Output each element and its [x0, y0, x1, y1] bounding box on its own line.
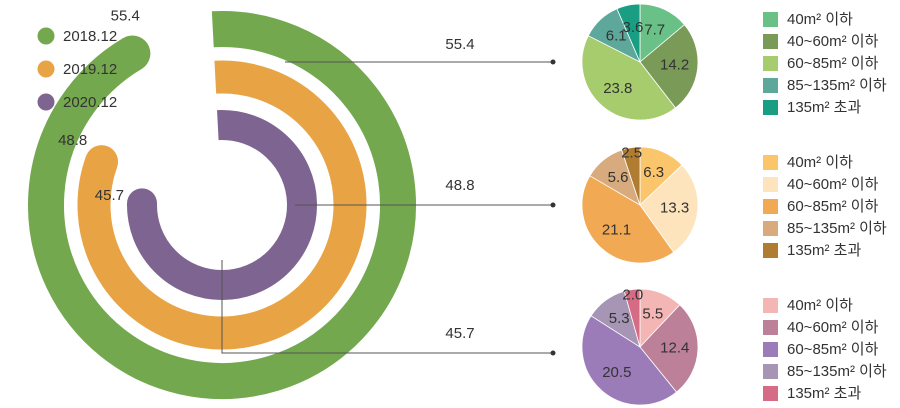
pie-slice: [639, 164, 699, 253]
pie-slice-label: 2.0: [622, 286, 643, 303]
pie-slice-label: 12.4: [660, 339, 689, 356]
pie-legend-swatch: [763, 364, 778, 379]
pie-legend-swatch: [763, 221, 778, 236]
pie-slice-label: 7.7: [644, 21, 665, 38]
radial-bar-2018.12: [28, 11, 416, 399]
pie-slice-label: 6.1: [606, 28, 627, 45]
pie-legend-label: 40m² 이하: [787, 154, 853, 171]
pie-legend-swatch: [763, 243, 778, 258]
pie-legend-swatch: [763, 100, 778, 115]
pie-slice-label: 20.5: [602, 364, 631, 381]
pie-slice: [621, 146, 641, 206]
legend-dot: [37, 27, 55, 45]
pie-legend-swatch: [763, 177, 778, 192]
pie-slice-label: 13.3: [660, 199, 689, 216]
leader-dot: [550, 59, 556, 65]
leader-line: [221, 260, 553, 354]
radial-bar-cap: [114, 35, 151, 72]
pie-legend-swatch: [763, 298, 778, 313]
pie-slice-label: 21.1: [602, 222, 631, 239]
pie-legend-label: 85~135m² 이하: [787, 363, 887, 380]
pie-slice-label: 2.5: [621, 144, 642, 161]
pie-slice: [639, 304, 699, 393]
pie-legend-label: 135m² 초과: [787, 99, 861, 116]
radial-bar-cap: [127, 188, 158, 219]
legend-label: 2018.12: [63, 28, 117, 45]
radial-bar-chart: 55.4 48.8 45.7: [28, 7, 416, 399]
pie-legend-label: 85~135m² 이하: [787, 77, 887, 94]
pie-slice-label: 3.6: [623, 19, 644, 36]
pie-legend-swatch: [763, 386, 778, 401]
pie-legend-swatch: [763, 12, 778, 27]
pie-slice: [623, 288, 641, 348]
leader-value-label: 48.8: [445, 177, 474, 194]
pie-legend-swatch: [763, 155, 778, 170]
pie-legend-label: 135m² 초과: [787, 385, 861, 402]
radial-bar-2019.12: [77, 60, 367, 350]
leader-lines: 55.4 48.8 45.7: [221, 36, 556, 356]
leader-value-label: 45.7: [445, 325, 474, 342]
pie-legend-label: 40~60m² 이하: [787, 33, 879, 50]
pie-slice: [639, 24, 699, 109]
pie-slice: [581, 175, 675, 264]
pie-legend-swatch: [763, 199, 778, 214]
pie-legend-label: 85~135m² 이하: [787, 220, 887, 237]
pie-legend-swatch: [763, 78, 778, 93]
pie-slice: [581, 315, 678, 406]
year-legend: 2018.12 2019.12 2020.12: [37, 27, 117, 111]
pie-slice-label: 5.6: [608, 169, 629, 186]
pie-legend-label: 60~85m² 이하: [787, 341, 879, 358]
radial-value-label: 45.7: [95, 187, 124, 204]
legend-dot: [37, 60, 55, 78]
leader-dot: [550, 350, 556, 356]
pie-legend-label: 40~60m² 이하: [787, 176, 879, 193]
pie-slice: [616, 3, 641, 63]
radial-value-label: 48.8: [58, 132, 87, 149]
pie-legend-label: 135m² 초과: [787, 242, 861, 259]
pie-charts: 7.7 14.2 23.8 6.13.6 6.3 13.3 21.1 5.6 2.5 5.5 12.…: [581, 3, 699, 406]
pie-legend-swatch: [763, 320, 778, 335]
pie-slice: [581, 35, 677, 121]
pie-legend-swatch: [763, 34, 778, 49]
pie-slice-label: 6.3: [643, 164, 664, 181]
legend-dot: [37, 93, 55, 111]
pie-legends: 40m² 이하 40~60m² 이하 60~85m² 이하 85~135m² 이하 13…: [763, 11, 887, 402]
legend-label: 2019.12: [63, 61, 117, 78]
pie-legend-label: 40~60m² 이하: [787, 319, 879, 336]
radial-value-label: 55.4: [111, 7, 140, 24]
radial-bar-2020.12: [127, 110, 317, 300]
leader-dot: [550, 202, 556, 208]
leader-value-label: 55.4: [445, 36, 474, 53]
legend-label: 2020.12: [63, 94, 117, 111]
pie-slice-label: 5.5: [642, 306, 663, 323]
pie-legend-swatch: [763, 56, 778, 71]
pie-legend-label: 60~85m² 이하: [787, 198, 879, 215]
pie-slice-label: 14.2: [660, 57, 689, 74]
pie-legend-label: 60~85m² 이하: [787, 55, 879, 72]
pie-legend-label: 40m² 이하: [787, 297, 853, 314]
pie-slice-label: 5.3: [609, 310, 630, 327]
pie-legend-swatch: [763, 342, 778, 357]
radial-bar-cap: [85, 145, 119, 179]
pie-legend-label: 40m² 이하: [787, 11, 853, 28]
pie-slice-label: 23.8: [603, 80, 632, 97]
